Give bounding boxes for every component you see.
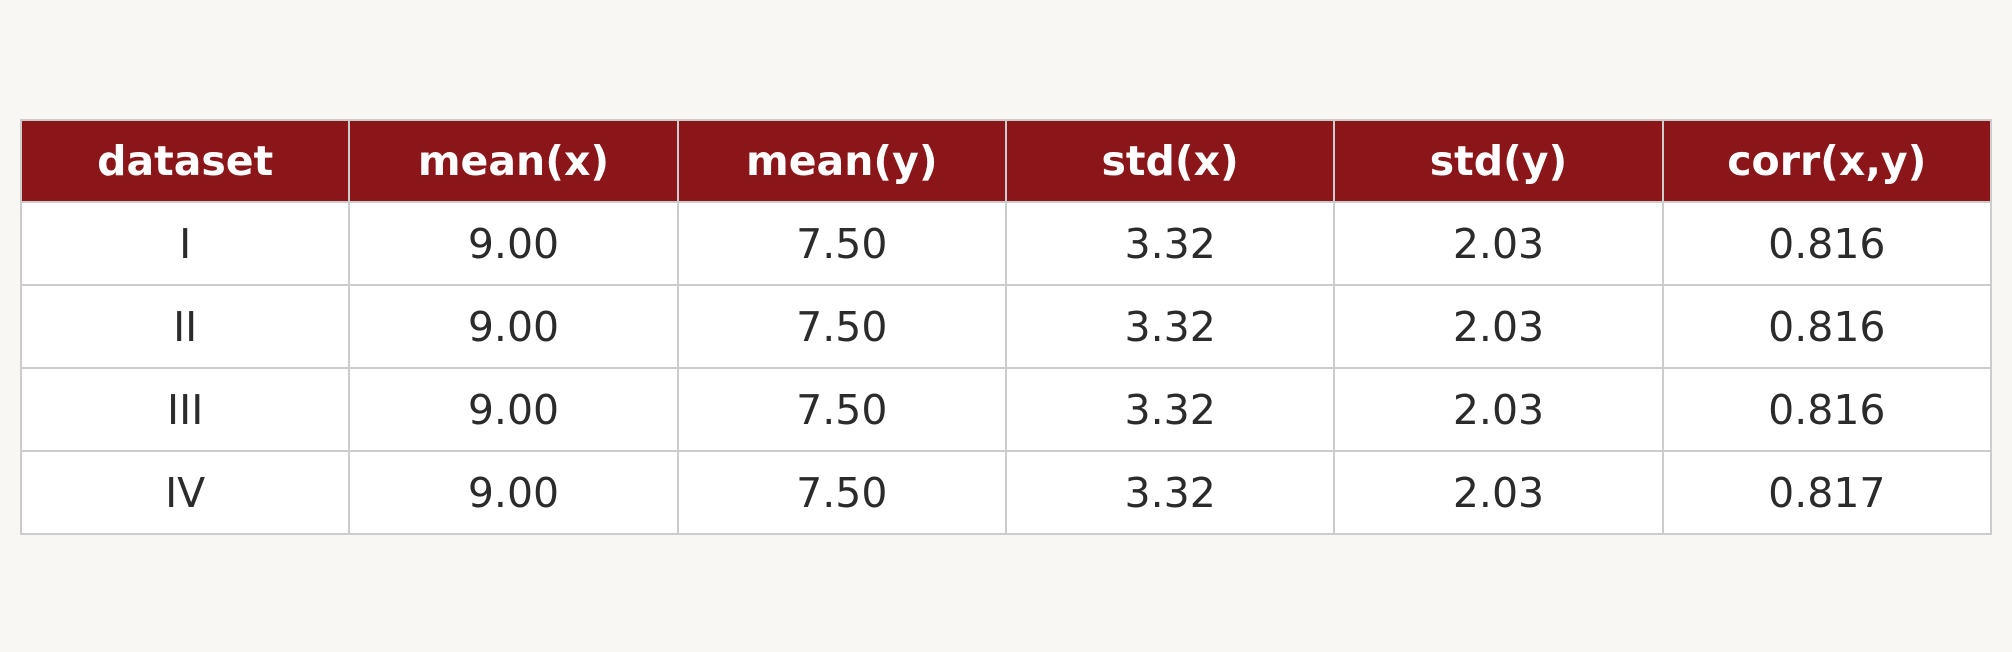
table-cell: IV: [19, 450, 351, 535]
table-header: dataset mean(x) mean(y) std(x) std(y) corr(x,…: [19, 119, 1993, 203]
table-cell: 7.50: [676, 367, 1007, 452]
header-cell: std(y): [1333, 119, 1664, 203]
header-cell: mean(y): [676, 119, 1007, 203]
table-cell: 7.50: [676, 450, 1007, 535]
table-cell: 2.03: [1333, 284, 1664, 369]
table-cell: 9.00: [348, 201, 679, 286]
table-cell: 0.816: [1661, 201, 1993, 286]
table-cell: 9.00: [348, 450, 679, 535]
header-cell: corr(x,y): [1661, 119, 1993, 203]
table-cell: 7.50: [676, 284, 1007, 369]
stats-table: dataset mean(x) mean(y) std(x) std(y) corr(x,…: [19, 119, 1993, 535]
table-cell: 2.03: [1333, 367, 1664, 452]
table-cell: 0.816: [1661, 284, 1993, 369]
table-cell: 0.816: [1661, 367, 1993, 452]
table-row: III 9.00 7.50 3.32 2.03 0.816: [19, 367, 1993, 452]
table-cell: 7.50: [676, 201, 1007, 286]
table-cell: 2.03: [1333, 201, 1664, 286]
table-row: II 9.00 7.50 3.32 2.03 0.816: [19, 284, 1993, 369]
header-row: dataset mean(x) mean(y) std(x) std(y) corr(x,…: [19, 119, 1993, 203]
table-cell: 3.32: [1004, 367, 1336, 452]
table-cell: 3.32: [1004, 201, 1336, 286]
table-cell: 9.00: [348, 284, 679, 369]
table-cell: III: [19, 367, 351, 452]
table-cell: 9.00: [348, 367, 679, 452]
table-body: I 9.00 7.50 3.32 2.03 0.816 II 9.00 7.50 3.32 2.03…: [19, 201, 1993, 535]
header-cell: dataset: [19, 119, 351, 203]
table-row: I 9.00 7.50 3.32 2.03 0.816: [19, 201, 1993, 286]
table-cell: 3.32: [1004, 284, 1336, 369]
table-cell: I: [19, 201, 351, 286]
table-cell: 3.32: [1004, 450, 1336, 535]
header-cell: mean(x): [348, 119, 679, 203]
table-cell: 2.03: [1333, 450, 1664, 535]
table-cell: II: [19, 284, 351, 369]
table-row: IV 9.00 7.50 3.32 2.03 0.817: [19, 450, 1993, 535]
table-cell: 0.817: [1661, 450, 1993, 535]
header-cell: std(x): [1004, 119, 1336, 203]
